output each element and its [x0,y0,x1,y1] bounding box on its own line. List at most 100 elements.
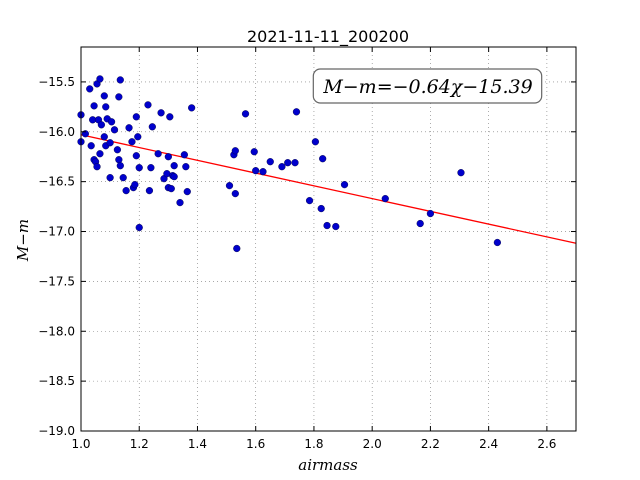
data-point [144,101,152,109]
data-point [259,168,267,176]
data-point [131,181,139,189]
y-tick-label: −17.5 [38,274,75,288]
data-point [93,163,101,171]
data-point [225,182,234,190]
fit-line-group [80,134,577,244]
data-point [166,113,174,121]
data-point [305,197,314,205]
data-point [106,174,114,182]
grid-lines [80,47,576,432]
data-point [493,238,501,247]
x-axis-label: airmass [298,456,358,474]
data-point [145,187,154,195]
fit-line [80,134,577,244]
x-tick-label: 2.4 [479,437,498,451]
data-point [233,244,241,253]
data-point [100,133,108,141]
data-point [278,163,286,171]
data-point [115,156,123,164]
x-tick-label: 1.0 [71,437,90,451]
data-point [252,167,260,175]
y-axis-label: M−m [14,219,32,262]
y-tick-label: −19.0 [38,424,75,438]
data-point [231,190,239,198]
data-point [182,163,190,171]
y-tick-label: −17.0 [38,225,75,239]
data-point [332,222,340,231]
data-point [291,159,299,167]
x-tick-label: 1.2 [130,437,149,451]
y-tick-label: −15.5 [38,75,75,89]
data-point [180,151,188,159]
data-point [266,158,274,166]
data-point [188,104,196,112]
data-point [125,124,133,132]
data-point [317,204,325,213]
chart-title: 2021-11-11_200200 [247,27,409,47]
data-point [426,209,435,218]
data-point [183,188,191,196]
data-point [241,110,250,118]
data-point [122,187,130,195]
data-point [132,113,140,121]
data-point [119,174,127,182]
data-point [457,169,465,177]
data-point [132,152,140,160]
x-tick-label: 2.2 [421,437,440,451]
x-tick-label: 2.6 [537,437,556,451]
data-point [170,173,178,181]
data-point [135,164,143,172]
data-point [87,142,95,150]
data-point [107,118,116,126]
y-tick-label: −16.5 [38,175,75,189]
data-point [115,93,123,101]
equation-text: M−m=−0.64χ−15.39 [322,76,532,98]
data-point [284,159,292,167]
data-point [147,164,155,172]
data-point [97,121,105,129]
y-tick-label: −18.5 [38,374,75,388]
data-point [381,195,389,203]
data-point [116,162,124,170]
data-point [311,138,319,146]
data-point [102,103,110,111]
data-point [86,85,94,93]
data-point [250,148,258,156]
data-point [170,162,178,170]
data-point [148,123,156,131]
y-tick-label: −18.0 [38,324,75,338]
plot-frame [80,46,577,432]
equation-box [312,68,543,104]
x-tick-label: 2.0 [363,437,382,451]
data-point [90,102,98,110]
axis-ticks: 1.0 1.2 1.4 1.6 1.8 2.0 2.2 2.4 2.6 −15.5 −16.0 −16… [38,47,576,451]
data-point [416,219,424,228]
equation-annotation: M−m=−0.64χ−15.39 [312,68,543,104]
data-point [134,133,142,141]
data-point [100,92,108,100]
data-point [167,185,175,193]
data-point [110,126,119,134]
data-point [176,198,184,207]
x-tick-label: 1.8 [304,437,323,451]
data-points [77,75,501,253]
data-point [113,146,121,154]
data-point [340,181,349,189]
data-point [96,75,104,83]
data-point [106,139,114,147]
x-tick-label: 1.4 [188,437,207,451]
y-tick-label: −16.0 [38,125,75,139]
data-point [116,76,124,84]
data-point [292,108,301,116]
data-point [164,153,172,161]
x-tick-label: 1.6 [246,437,265,451]
data-point [135,223,143,232]
data-point [128,138,136,146]
data-point [96,150,104,158]
data-point [157,109,165,117]
data-point [323,221,331,230]
data-point [231,147,239,155]
data-point [154,150,162,158]
data-point [319,155,327,163]
